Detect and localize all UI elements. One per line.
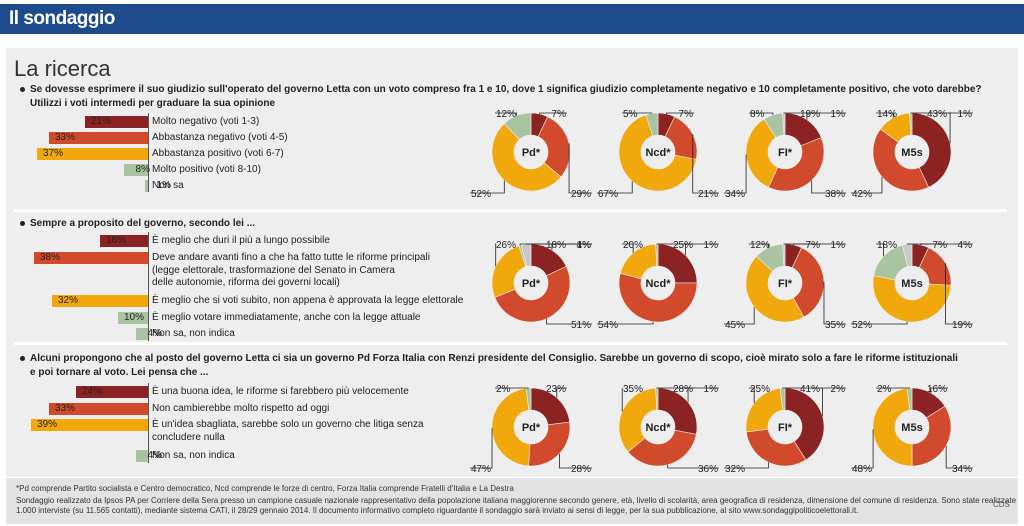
- bar-value-label: 16%: [105, 235, 126, 246]
- bar-category-label: concludere nulla: [152, 431, 225, 443]
- bar-category-label: Non sa, non indica: [152, 450, 235, 461]
- bar-value-label: 1%: [156, 180, 171, 191]
- bar-value-label: 33%: [54, 132, 75, 143]
- question-1-title: Se dovesse esprimere il suo giudizio sul…: [30, 84, 982, 95]
- section-divider: [14, 342, 1007, 345]
- source-credit: CDS: [993, 500, 1010, 509]
- bar-category-label: Molto negativo (voti 1-3): [152, 116, 260, 127]
- bar: [31, 419, 148, 431]
- bar-axis-line: [148, 113, 149, 192]
- bar-category-label: Abbastanza negativo (voti 4-5): [152, 132, 288, 143]
- bar: [136, 328, 148, 340]
- bar-value-label: 4%: [147, 328, 162, 339]
- bar-category-label: Non sa: [152, 180, 184, 191]
- bar-value-label: 21%: [90, 116, 111, 127]
- bar-category-label: È un'idea sbagliata, sarebbe solo un gov…: [152, 419, 424, 430]
- bar-value-label: 33%: [54, 403, 75, 414]
- bar-value-label: 10%: [123, 312, 144, 323]
- bar-value-label: 8%: [135, 164, 150, 175]
- bar: [34, 252, 148, 264]
- bar-category-label: (legge elettorale, trasformazione del Se…: [152, 264, 395, 276]
- bar: [100, 235, 148, 247]
- bar: [76, 386, 148, 398]
- bar-category-label: delle autonomie, riforma dei governi loc…: [152, 277, 340, 288]
- bar-category-label: Non cambierebbe molto rispetto ad oggi: [152, 403, 330, 414]
- main-title: La ricerca: [14, 56, 111, 81]
- bar: [136, 450, 148, 462]
- footnote-methodology: Sondaggio realizzato da Ipsos PA per Cor…: [16, 496, 1017, 505]
- question-bullet: [20, 356, 25, 361]
- footnote-party-definitions: *Pd comprende Partito socialista e Centr…: [16, 484, 514, 493]
- bar: [118, 312, 148, 324]
- bar-value-label: 24%: [81, 386, 102, 397]
- question-2-title: Sempre a proposito del governo, secondo …: [30, 218, 256, 229]
- section-divider: [14, 209, 1007, 212]
- bar-category-label: È meglio votare immediatamente, anche co…: [152, 312, 421, 323]
- bar-category-label: Non sa, non indica: [152, 328, 235, 339]
- bar-category-label: Deve andare avanti fino a che ha fatto t…: [152, 252, 430, 263]
- bar-value-label: 39%: [36, 419, 57, 430]
- bar-value-label: 32%: [57, 295, 78, 306]
- bar-category-label: È meglio che si voti subito, non appena …: [152, 295, 464, 306]
- bar: [49, 403, 148, 415]
- bar: [124, 164, 148, 176]
- header-bar: Il sondaggio: [0, 4, 1024, 34]
- question-bullet: [20, 87, 25, 92]
- footer: *Pd comprende Partito socialista e Centr…: [6, 478, 1018, 524]
- bar-value-label: 38%: [39, 252, 60, 263]
- header-title: Il sondaggio: [9, 8, 115, 29]
- bar-axis-line: [148, 383, 149, 463]
- bar-axis-line: [148, 232, 149, 341]
- bar-category-label: È una buona idea, le riforme si farebber…: [152, 386, 409, 397]
- footnote-methodology-continued: 1.000 interviste (su 11.565 contatti), m…: [16, 506, 859, 515]
- bar: [145, 180, 148, 192]
- question-1-subtitle: Utilizzi i voti intermedi per graduare l…: [30, 98, 276, 109]
- question-bullet: [20, 221, 25, 226]
- bar-value-label: 37%: [42, 148, 63, 159]
- bar: [49, 132, 148, 144]
- bar: [85, 116, 148, 128]
- bar-category-label: Molto positivo (voti 8-10): [152, 164, 261, 175]
- bar-category-label: Abbastanza positivo (voti 6-7): [152, 148, 284, 159]
- question-3-title: Alcuni propongono che al posto del gover…: [30, 353, 958, 364]
- bar: [37, 148, 148, 160]
- question-3-title-continued: e poi tornare al voto. Lei pensa che ...: [30, 367, 209, 378]
- bar-category-label: È meglio che duri il più a lungo possibi…: [152, 235, 330, 246]
- bar: [52, 295, 148, 307]
- bar-value-label: 4%: [147, 450, 162, 461]
